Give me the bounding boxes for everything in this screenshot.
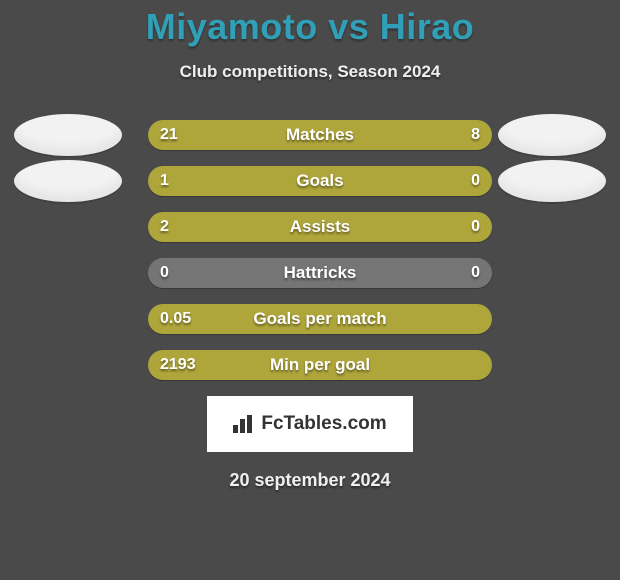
stat-value-left: 21 [160,120,178,150]
stat-row: 218Matches [10,120,610,150]
brand-box: FcTables.com [207,396,413,452]
stat-row: 0 0Hattricks [10,258,610,288]
stat-value-left: 0 [160,258,169,288]
stat-row: 0.05Goals per match [10,304,610,334]
chart-title: Miyamoto vs Hirao [0,0,620,48]
stat-value-right: 0 [471,166,480,196]
brand-text: FcTables.com [261,413,386,435]
bars-icon [233,415,255,433]
stat-value-left: 1 [160,166,169,196]
stat-value-right: 0 [471,212,480,242]
stat-bar: 20Assists [148,212,492,242]
stat-value-right: 8 [471,120,480,150]
stat-row: 10Goals [10,166,610,196]
stat-value-right: 0 [471,258,480,288]
stat-bar: 0 0Hattricks [148,258,492,288]
player-avatar-left [14,114,122,156]
stat-bar: 2193Min per goal [148,350,492,380]
stat-value-left: 2193 [160,350,196,380]
stat-row: 20Assists [10,212,610,242]
stat-label: Hattricks [148,258,492,288]
stat-bar: 10Goals [148,166,492,196]
player-avatar-right [498,114,606,156]
stat-row: 2193Min per goal [10,350,610,380]
stat-bar: 218Matches [148,120,492,150]
chart-date: 20 september 2024 [0,470,620,491]
chart-subtitle: Club competitions, Season 2024 [0,62,620,82]
stats-container: 218Matches10Goals20Assists00Hattricks0.0… [0,120,620,380]
stat-value-left: 2 [160,212,169,242]
player-avatar-left [14,160,122,202]
stat-bar: 0.05Goals per match [148,304,492,334]
stat-value-left: 0.05 [160,304,191,334]
player-avatar-right [498,160,606,202]
infographic-root: Miyamoto vs Hirao Club competitions, Sea… [0,0,620,580]
